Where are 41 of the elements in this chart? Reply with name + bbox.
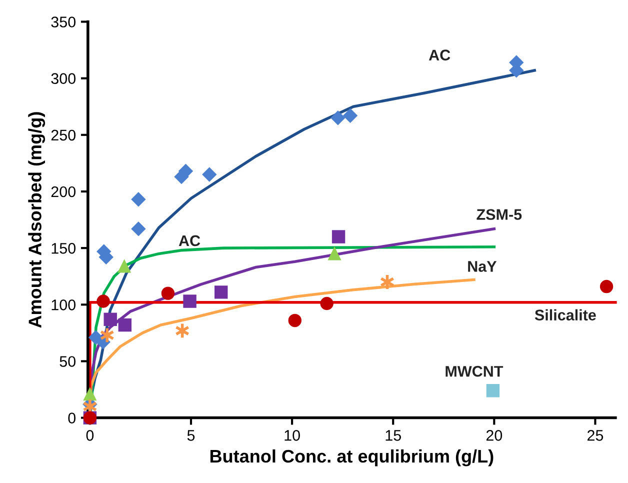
point [118, 260, 131, 273]
point [343, 108, 358, 123]
x-axis-title: Butanol Conc. at equlibrium (g/L) [210, 449, 494, 466]
y-tick-label: 300 [51, 73, 76, 84]
point [288, 314, 302, 328]
x-tick-label: 25 [588, 430, 604, 441]
y-tick-label: 100 [52, 300, 76, 310]
x-tick-label: 20 [486, 430, 502, 441]
series-label: Silicalite [534, 309, 596, 320]
y-tick-label: 200 [51, 186, 76, 198]
series-label: NaY [468, 261, 497, 272]
point [104, 312, 117, 326]
x-tick-label: 15 [386, 430, 401, 441]
y-tick-label: 0 [68, 412, 76, 424]
series-label: MWCNT [446, 366, 504, 377]
x-tick-label: 0 [86, 430, 94, 441]
point [214, 286, 228, 299]
y-tick-label: 250 [51, 130, 76, 141]
y-tick-label: 50 [60, 356, 76, 367]
point [96, 294, 110, 308]
series-label: ZSM-5 [476, 209, 522, 220]
series-label: AC [178, 235, 200, 246]
point [600, 280, 614, 294]
point [202, 167, 217, 182]
y-tick-label: 350 [51, 16, 76, 28]
y-tick-label: 150 [52, 242, 76, 254]
point [131, 192, 146, 207]
point [486, 384, 500, 398]
point [161, 286, 175, 300]
series-label: AC [428, 50, 450, 60]
point [330, 110, 346, 126]
y-axis-title: Amount Adsorbed (mg/g) [28, 112, 46, 328]
point [320, 296, 334, 310]
point [83, 387, 97, 401]
point [118, 318, 132, 332]
x-tick-label: 10 [284, 430, 300, 441]
point [332, 230, 346, 244]
point [131, 222, 146, 236]
point [183, 294, 196, 308]
x-tick-label: 5 [187, 430, 195, 441]
point [328, 247, 342, 260]
